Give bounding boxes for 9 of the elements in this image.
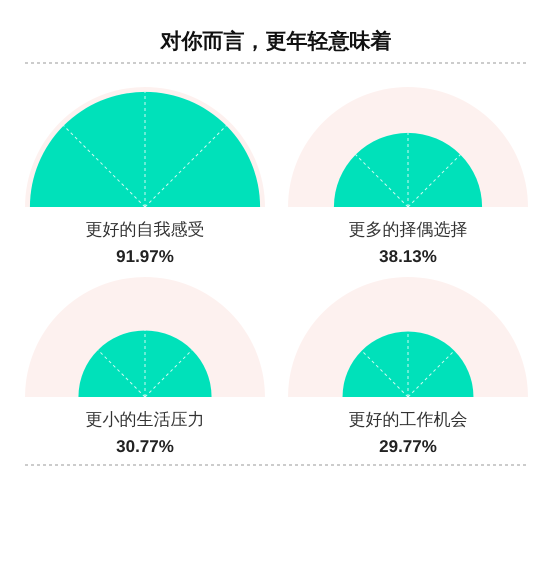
value-label: 38.13%: [379, 247, 437, 266]
category: 更好的自我感受: [86, 220, 204, 239]
value-label: 30.77%: [116, 437, 174, 456]
value-label: 91.97%: [116, 247, 174, 266]
title: 对你而言，更年轻意味着: [160, 30, 392, 53]
category: 更多的择偶选择: [348, 220, 468, 239]
category: 更小的生活压力: [86, 410, 204, 429]
category: 更好的工作机会: [348, 410, 468, 429]
value-label: 29.77%: [379, 437, 437, 456]
